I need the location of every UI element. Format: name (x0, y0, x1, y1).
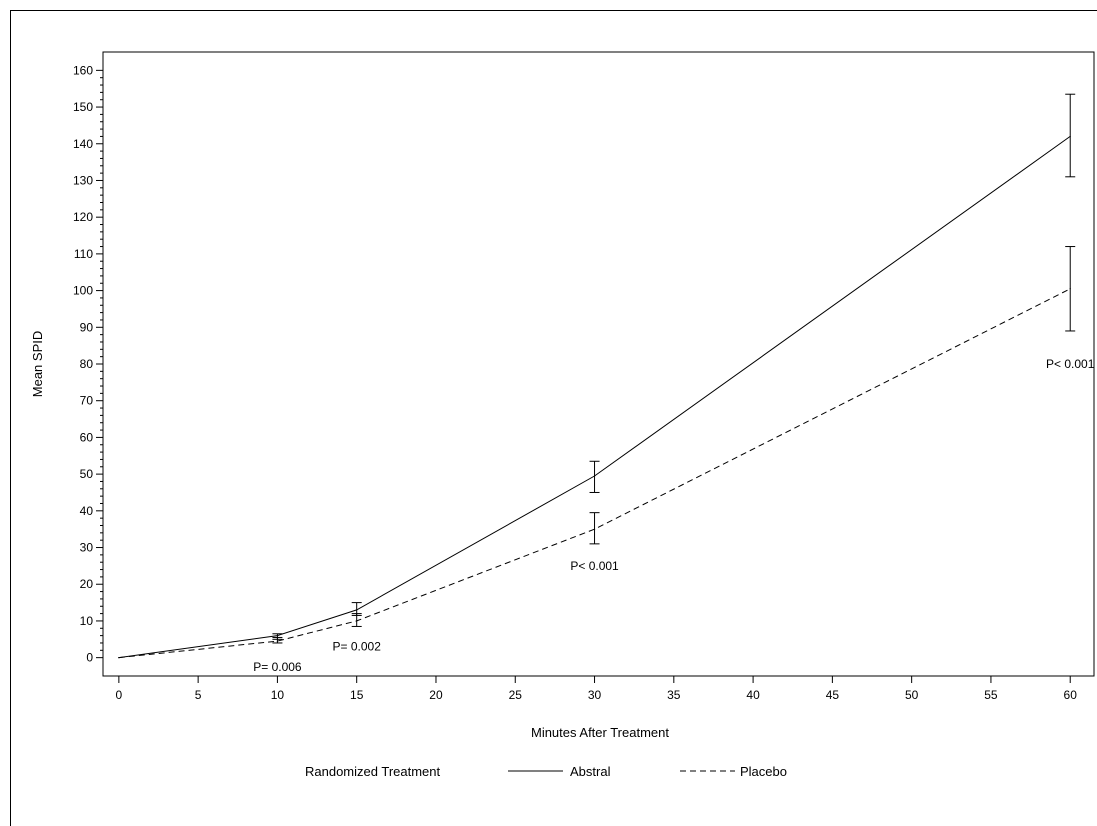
legend: Randomized Treatment Abstral Placebo (305, 764, 787, 779)
x-tick-label: 0 (116, 688, 123, 702)
y-axis-title: Mean SPID (30, 331, 45, 397)
x-tick-label: 35 (667, 688, 681, 702)
x-axis: 0 5 10 15 20 25 30 35 40 45 50 55 60 (116, 676, 1078, 702)
data-point-placebo (118, 657, 120, 659)
y-tick-label: 160 (73, 63, 93, 77)
x-tick-label: 10 (271, 688, 285, 702)
legend-label-abstral: Abstral (570, 764, 611, 779)
y-tick-label: 90 (80, 320, 94, 334)
p-value-annotation: P= 0.002 (333, 640, 382, 654)
y-tick-label: 10 (80, 614, 94, 628)
y-tick-label: 50 (80, 467, 94, 481)
p-value-annotation: P< 0.001 (570, 559, 619, 573)
series-line-abstral (118, 135, 1071, 659)
y-tick-label: 140 (73, 137, 93, 151)
chart-frame (10, 10, 1097, 826)
y-tick-label: 80 (80, 357, 94, 371)
p-value-annotation: P< 0.001 (1046, 357, 1095, 371)
y-tick-label: 0 (86, 651, 93, 665)
plot-area (102, 51, 1095, 677)
y-tick-label: 120 (73, 210, 93, 224)
y-tick-label: 20 (80, 577, 94, 591)
y-tick-label: 100 (73, 284, 93, 298)
legend-title: Randomized Treatment (305, 764, 441, 779)
x-tick-label: 25 (509, 688, 523, 702)
x-tick-label: 5 (195, 688, 202, 702)
x-tick-label: 15 (350, 688, 364, 702)
y-tick-label: 150 (73, 100, 93, 114)
x-tick-label: 30 (588, 688, 602, 702)
y-axis: 0 10 20 30 40 50 60 70 80 90 100 110 120 130 140 150 160 (73, 63, 103, 665)
legend-label-placebo: Placebo (740, 764, 787, 779)
y-tick-label: 130 (73, 173, 93, 187)
y-tick-label: 30 (80, 541, 94, 555)
x-axis-title: Minutes After Treatment (531, 725, 669, 740)
x-tick-label: 40 (746, 688, 760, 702)
annotation-layer: P= 0.006 P= 0.002 P< 0.001 P< 0.001 (253, 357, 1095, 674)
y-tick-label: 70 (80, 394, 94, 408)
p-value-annotation: P= 0.006 (253, 660, 302, 674)
x-tick-label: 45 (826, 688, 840, 702)
y-tick-label: 40 (80, 504, 94, 518)
x-tick-label: 50 (905, 688, 919, 702)
y-tick-label: 110 (74, 247, 93, 261)
x-tick-label: 55 (984, 688, 998, 702)
x-tick-label: 60 (1064, 688, 1078, 702)
series-layer (118, 93, 1076, 659)
x-tick-label: 20 (429, 688, 443, 702)
y-tick-label: 60 (80, 430, 94, 444)
